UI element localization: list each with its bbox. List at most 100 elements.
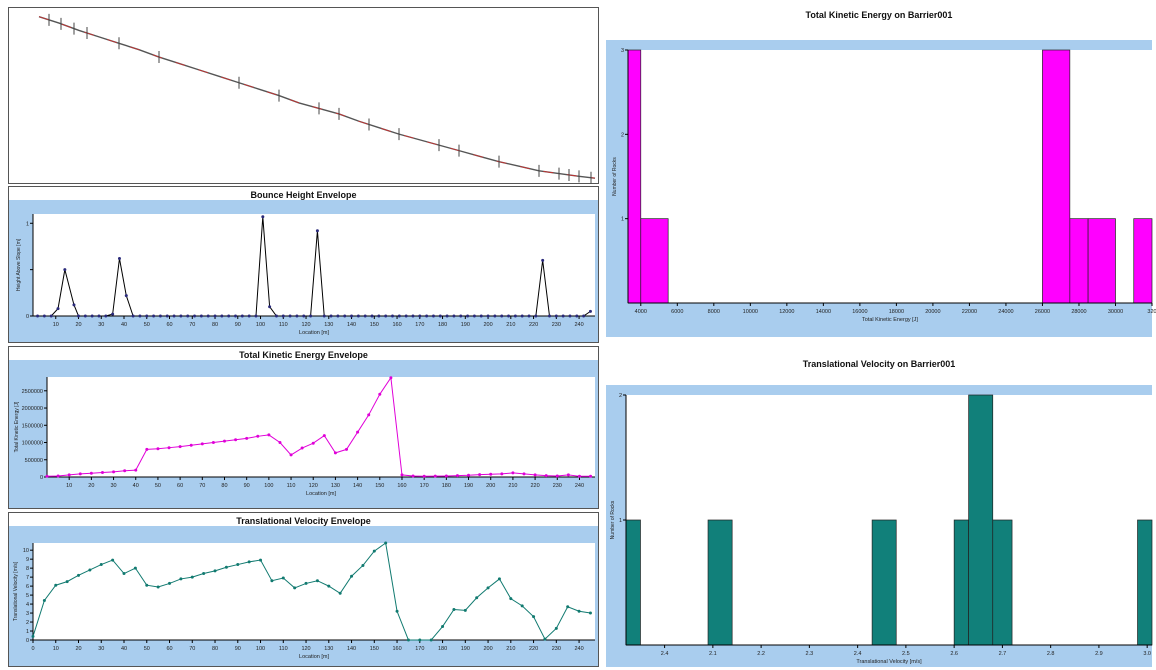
data-point <box>202 572 206 576</box>
data-point <box>411 474 415 478</box>
x-tick-label: 2.8 <box>1047 651 1055 657</box>
histogram-bar <box>871 519 897 646</box>
data-point <box>88 568 92 572</box>
data-point <box>472 314 476 318</box>
data-point <box>234 314 238 318</box>
data-point <box>309 314 313 318</box>
y-tick-label: 3 <box>621 48 624 54</box>
data-point <box>555 474 559 478</box>
x-tick-label: 60 <box>166 322 172 328</box>
data-point <box>466 314 470 318</box>
data-point <box>211 441 215 445</box>
data-point <box>268 305 272 309</box>
histogram-bar <box>1137 519 1153 646</box>
y-tick-label: 0 <box>26 314 29 320</box>
data-point <box>78 472 82 476</box>
data-point <box>90 314 94 318</box>
x-tick-label: 80 <box>212 322 218 328</box>
x-tick-label: 70 <box>189 646 195 652</box>
data-point <box>322 314 326 318</box>
x-tick-label: 30 <box>98 322 104 328</box>
x-tick-label: 2.6 <box>950 651 958 657</box>
x-tick-label: 20 <box>88 483 94 489</box>
x-tick-label: 180 <box>438 646 447 652</box>
data-point <box>418 638 422 642</box>
x-tick-label: 210 <box>508 483 517 489</box>
data-point <box>179 314 183 318</box>
data-point <box>124 294 128 298</box>
data-point <box>431 314 435 318</box>
x-tick-label: 10 <box>66 483 72 489</box>
data-point <box>89 471 93 475</box>
data-point <box>111 558 115 562</box>
x-tick-label: 120 <box>301 322 310 328</box>
data-point <box>236 563 240 567</box>
data-point <box>543 637 547 641</box>
x-tick-label: 10000 <box>743 309 758 315</box>
data-point <box>406 638 410 642</box>
y-tick-label: 8 <box>26 566 29 572</box>
x-tick-label: 26000 <box>1035 309 1050 315</box>
data-point <box>189 443 193 447</box>
data-point <box>384 541 388 545</box>
x-tick-label: 200 <box>486 483 495 489</box>
data-point <box>478 473 482 477</box>
data-point <box>438 314 442 318</box>
x-tick-label: 90 <box>235 322 241 328</box>
x-tick-label: 50 <box>144 322 150 328</box>
data-point <box>452 314 456 318</box>
x-tick-label: 100 <box>256 646 265 652</box>
data-point <box>327 584 331 588</box>
data-point <box>254 314 258 318</box>
data-point <box>493 314 497 318</box>
data-point <box>158 314 162 318</box>
data-point <box>444 474 448 478</box>
x-tick-label: 2.3 <box>806 651 814 657</box>
data-point <box>582 314 586 318</box>
hist-kinetic-title: Total Kinetic Energy on Barrier001 <box>805 10 953 20</box>
bounce-title: Bounce Height Envelope <box>250 190 357 200</box>
kinetic-panel: Total Kinetic Energy Envelope 10 20 30 40 50… <box>8 346 599 509</box>
data-point <box>247 314 251 318</box>
data-point <box>433 474 437 478</box>
data-point <box>31 634 35 638</box>
series-line <box>46 376 591 477</box>
data-point <box>213 569 217 573</box>
x-tick-label: 230 <box>552 322 561 328</box>
data-point <box>213 314 217 318</box>
data-point <box>293 586 297 590</box>
data-point <box>372 549 376 553</box>
x-tick-label: 240 <box>574 646 583 652</box>
data-point <box>311 441 315 445</box>
x-tick-label: 40 <box>121 322 127 328</box>
data-point <box>145 583 149 587</box>
data-point <box>378 392 382 396</box>
data-point <box>54 583 58 587</box>
x-tick-label: 190 <box>461 322 470 328</box>
data-point <box>138 314 142 318</box>
x-tick-label: 160 <box>397 483 406 489</box>
data-point <box>534 314 538 318</box>
data-point <box>178 445 182 449</box>
x-tick-label: 2.5 <box>902 651 910 657</box>
data-point <box>532 615 536 619</box>
histogram-bar <box>1133 218 1153 304</box>
x-tick-label: 2.1 <box>709 651 717 657</box>
x-tick-label: 180 <box>442 483 451 489</box>
data-point <box>513 314 517 318</box>
data-point <box>302 314 306 318</box>
x-tick-label: 16000 <box>852 309 867 315</box>
x-tick-label: 12000 <box>779 309 794 315</box>
x-tick-label: 150 <box>370 322 379 328</box>
x-tick-label: 240 <box>574 322 583 328</box>
y-tick-label: 2 <box>619 393 622 399</box>
x-axis-label: Translational Velocity [m/s] <box>856 659 922 665</box>
data-point <box>520 314 524 318</box>
data-point <box>117 257 121 261</box>
y-tick-label: 1 <box>26 221 29 227</box>
data-point <box>99 563 103 567</box>
plot-area <box>33 214 595 316</box>
data-point <box>547 314 551 318</box>
x-tick-label: 230 <box>552 646 561 652</box>
x-tick-label: 100 <box>256 322 265 328</box>
